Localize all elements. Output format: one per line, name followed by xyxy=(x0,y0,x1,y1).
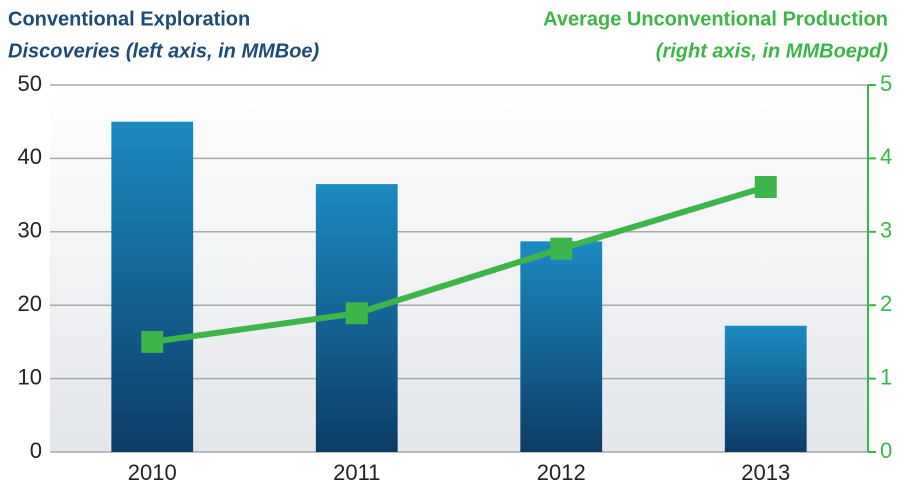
line-marker xyxy=(754,176,777,199)
x-tick-label: 2013 xyxy=(741,460,790,485)
y-tick-label: 40 xyxy=(18,144,42,169)
y2-tick-label: 1 xyxy=(880,364,892,389)
y-tick-label: 10 xyxy=(18,364,42,389)
y-tick-label: 0 xyxy=(30,438,42,463)
bar xyxy=(520,241,603,452)
bar xyxy=(724,325,807,452)
right-subtitle: (right axis, in MMBoepd) xyxy=(656,40,889,62)
line-marker xyxy=(550,237,573,260)
line-marker xyxy=(141,330,164,353)
y-tick-label: 50 xyxy=(18,71,42,96)
left-title: Conventional Exploration xyxy=(8,8,250,30)
y-tick-label: 30 xyxy=(18,218,42,243)
left-subtitle: Discoveries (left axis, in MMBoe) xyxy=(8,40,320,62)
y2-tick-label: 2 xyxy=(880,291,892,316)
y2-tick-label: 4 xyxy=(880,144,892,169)
line-marker xyxy=(345,302,368,325)
line xyxy=(151,184,767,345)
x-tick-label: 2010 xyxy=(128,460,177,485)
x-tick-label: 2011 xyxy=(333,460,380,485)
right-title: Average Unconventional Production xyxy=(543,8,888,30)
y2-tick-label: 0 xyxy=(880,438,892,463)
y-tick-label: 20 xyxy=(18,291,42,316)
y2-tick-label: 5 xyxy=(880,71,892,96)
x-tick-label: 2012 xyxy=(537,460,586,485)
y2-tick-label: 3 xyxy=(880,218,892,243)
bar xyxy=(111,121,194,452)
